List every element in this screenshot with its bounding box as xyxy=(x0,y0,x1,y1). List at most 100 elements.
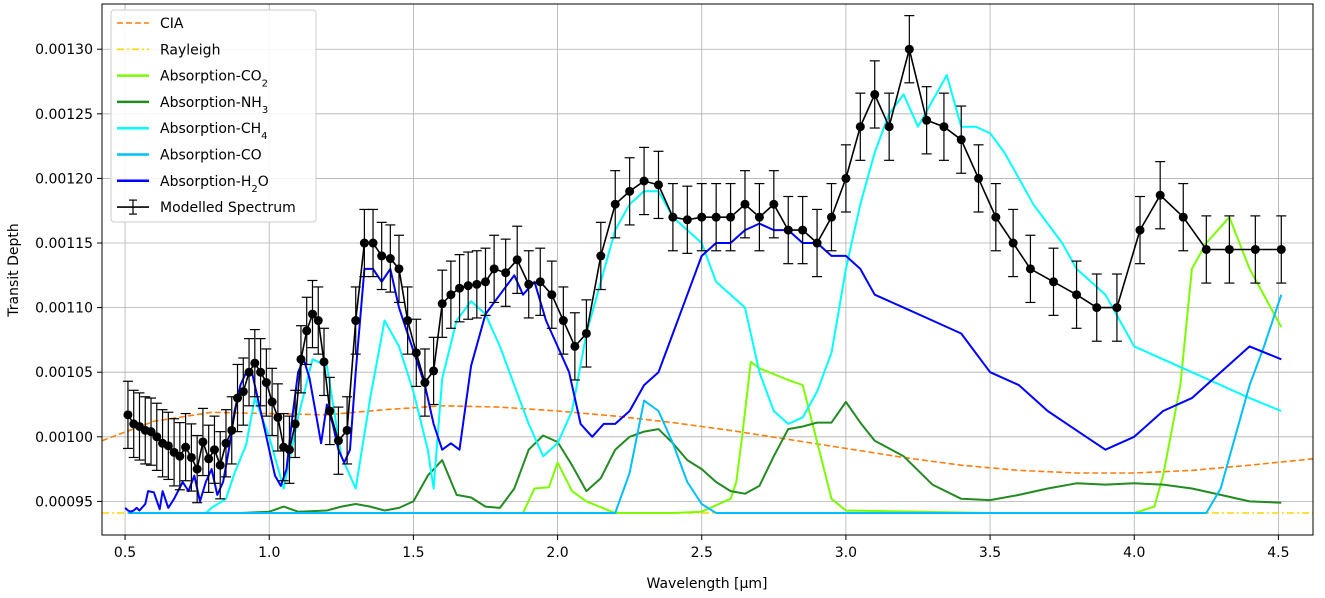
plot-frame xyxy=(101,3,1314,536)
data-point xyxy=(227,425,237,435)
legend-label: Rayleigh xyxy=(160,42,220,58)
modelled-spectrum xyxy=(122,15,1287,504)
data-point xyxy=(841,173,851,183)
data-point xyxy=(956,135,966,145)
data-point xyxy=(547,290,557,300)
data-point xyxy=(1155,190,1165,200)
data-point xyxy=(625,186,635,196)
x-axis-label: Wavelength [μm] xyxy=(647,576,768,592)
data-point xyxy=(501,268,511,278)
data-point xyxy=(870,89,880,99)
data-point xyxy=(256,367,266,377)
data-point xyxy=(209,445,219,455)
data-point xyxy=(1112,303,1122,313)
data-point xyxy=(1276,244,1286,254)
series-line-absorption-nh3 xyxy=(128,400,1282,514)
data-point xyxy=(740,199,750,209)
data-point xyxy=(922,115,932,125)
data-point xyxy=(233,393,243,403)
data-point xyxy=(198,437,208,447)
data-point xyxy=(411,348,421,358)
data-point xyxy=(904,44,914,54)
data-point xyxy=(826,212,836,222)
data-point xyxy=(359,238,369,248)
data-point xyxy=(152,432,162,442)
data-point xyxy=(697,212,707,222)
y-tick-label: 0.00125 xyxy=(35,107,93,123)
data-point xyxy=(302,326,312,336)
legend-item: Absorption-CH4 xyxy=(117,121,268,142)
legend: CIA Rayleigh Absorption-CO2 Absorption-NH3 A… xyxy=(110,9,317,223)
legend-label: Modelled Spectrum xyxy=(160,200,296,216)
legend-item: CIA xyxy=(117,16,184,32)
data-point xyxy=(290,419,300,429)
data-point xyxy=(512,255,522,265)
data-point xyxy=(192,464,202,474)
data-point xyxy=(1049,277,1058,287)
data-point xyxy=(437,299,447,309)
data-point xyxy=(1135,225,1145,235)
data-point xyxy=(420,378,430,388)
data-point xyxy=(181,442,191,452)
data-point xyxy=(1250,244,1260,254)
y-axis-label: Transit Depth xyxy=(6,223,22,317)
data-point xyxy=(215,460,225,470)
data-point xyxy=(221,438,231,448)
data-point xyxy=(377,251,387,261)
data-point xyxy=(342,425,352,435)
data-point xyxy=(570,341,580,351)
data-point xyxy=(368,238,378,248)
data-point xyxy=(146,427,156,437)
data-point xyxy=(175,451,185,461)
x-tick-label: 0.5 xyxy=(114,545,136,561)
data-point xyxy=(812,238,822,248)
data-point xyxy=(480,277,490,287)
y-tick-label: 0.00110 xyxy=(35,301,93,317)
data-point xyxy=(884,122,894,132)
x-tick-label: 3.0 xyxy=(835,545,857,561)
series-line-absorption-co xyxy=(128,294,1283,514)
legend-item: Modelled Spectrum xyxy=(117,199,296,216)
data-point xyxy=(653,180,663,190)
data-point xyxy=(1092,303,1102,313)
data-point xyxy=(333,436,343,446)
y-ticks: 0.00095 0.00100 0.00105 0.00110 0.00115 0.001… xyxy=(35,42,102,510)
x-tick-label: 4.0 xyxy=(1123,545,1145,561)
data-point xyxy=(463,281,473,291)
data-point xyxy=(682,215,692,225)
data-point xyxy=(325,406,335,416)
data-point xyxy=(250,358,260,368)
legend-item: Absorption-CO2 xyxy=(117,69,268,90)
legend-label: CIA xyxy=(160,16,184,32)
data-point xyxy=(307,309,317,319)
data-point xyxy=(991,212,1001,222)
data-point xyxy=(798,225,808,235)
data-point xyxy=(610,199,620,209)
legend-item: Absorption-CO xyxy=(117,148,262,164)
data-point xyxy=(1072,290,1082,300)
legend-label: Absorption-NH3 xyxy=(160,95,268,116)
data-point xyxy=(296,354,306,364)
data-point xyxy=(726,212,736,222)
data-point xyxy=(284,445,294,455)
x-tick-label: 3.5 xyxy=(979,545,1001,561)
data-point xyxy=(974,173,984,183)
data-point xyxy=(535,277,545,287)
y-tick-label: 0.00120 xyxy=(35,171,93,187)
x-tick-label: 2.5 xyxy=(691,545,713,561)
data-point xyxy=(163,441,173,451)
series-line-absorption-co2 xyxy=(128,216,1283,514)
data-point xyxy=(394,264,404,274)
y-tick-label: 0.00100 xyxy=(35,430,93,446)
data-point xyxy=(783,225,793,235)
data-point xyxy=(581,328,591,338)
data-point xyxy=(385,254,395,264)
legend-label: Absorption-CO2 xyxy=(160,69,268,90)
data-point xyxy=(313,316,323,326)
data-point xyxy=(446,290,456,300)
data-point xyxy=(244,367,254,377)
data-point xyxy=(596,251,606,261)
data-point xyxy=(261,378,271,388)
data-point xyxy=(1025,264,1035,274)
